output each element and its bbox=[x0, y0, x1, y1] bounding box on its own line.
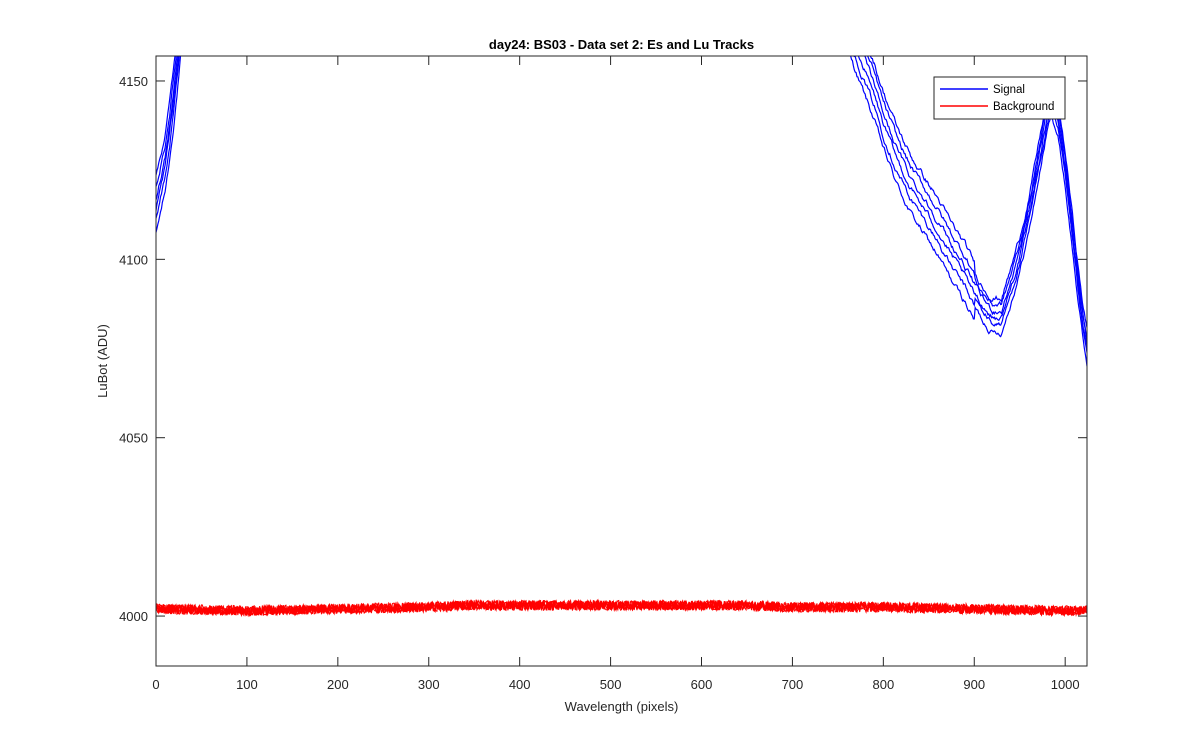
signal-track-1-segment-1 bbox=[156, 56, 182, 233]
plot-frame bbox=[155, 55, 1088, 667]
legend: Signal Background bbox=[933, 76, 1066, 120]
chart-title: day24: BS03 - Data set 2: Es and Lu Trac… bbox=[489, 37, 754, 52]
x-tick-label-400: 400 bbox=[509, 677, 531, 692]
signal-track-2-segment-2 bbox=[853, 56, 1087, 353]
x-tick-label-500: 500 bbox=[600, 677, 622, 692]
y-tick-label-4100: 4100 bbox=[119, 252, 148, 267]
x-tick-label-700: 700 bbox=[782, 677, 804, 692]
y-tick-label-4000: 4000 bbox=[119, 609, 148, 624]
x-tick-label-200: 200 bbox=[327, 677, 349, 692]
signal-track-2-segment-1 bbox=[156, 56, 180, 219]
ticks-layer: 0 100 200 300 400 500 600 700 800 900 1000 4000 4050… bbox=[119, 56, 1087, 692]
background-track-6 bbox=[156, 598, 1087, 618]
x-tick-label-1000: 1000 bbox=[1051, 677, 1080, 692]
legend-box bbox=[933, 76, 1066, 120]
x-axis-label: Wavelength (pixels) bbox=[565, 699, 679, 714]
x-tick-label-900: 900 bbox=[963, 677, 985, 692]
signal-track-1-segment-2 bbox=[850, 56, 1087, 367]
x-tick-label-600: 600 bbox=[691, 677, 713, 692]
signal-track-3-segment-1 bbox=[156, 56, 180, 211]
legend-label-background: Background bbox=[993, 101, 1054, 113]
y-axis-label: LuBot (ADU) bbox=[95, 324, 110, 398]
y-tick-label-4050: 4050 bbox=[119, 431, 148, 446]
signal-track-5-segment-1 bbox=[156, 56, 177, 187]
signal-track-4-segment-2 bbox=[863, 56, 1087, 343]
x-tick-label-300: 300 bbox=[418, 677, 440, 692]
x-tick-label-100: 100 bbox=[236, 677, 258, 692]
signal-track-4-segment-1 bbox=[156, 56, 179, 201]
legend-label-signal: Signal bbox=[993, 84, 1025, 96]
x-tick-label-0: 0 bbox=[152, 677, 159, 692]
plot-area bbox=[156, 56, 1087, 666]
signal-track-6-segment-1 bbox=[156, 56, 176, 176]
x-tick-label-800: 800 bbox=[872, 677, 894, 692]
y-tick-label-4150: 4150 bbox=[119, 74, 148, 89]
signal-track-3-segment-2 bbox=[857, 56, 1087, 347]
